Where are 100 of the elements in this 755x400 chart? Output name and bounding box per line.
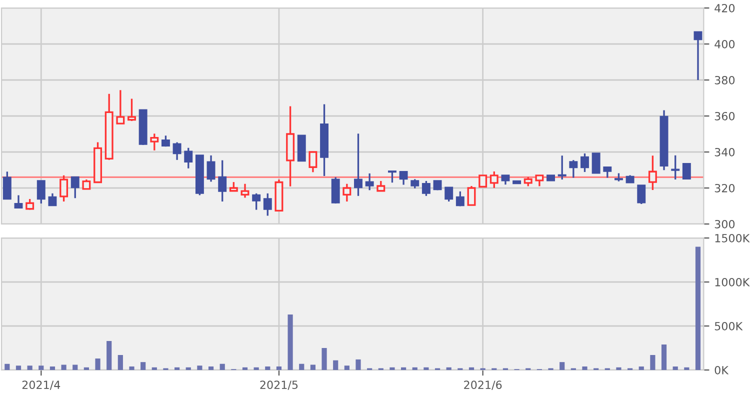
- bar: [446, 367, 452, 370]
- bar: [638, 366, 644, 370]
- bar: [695, 246, 701, 370]
- candlestick: [501, 174, 510, 186]
- candlestick: [116, 89, 125, 124]
- bar: [140, 362, 146, 370]
- candlestick: [682, 163, 691, 180]
- y-tick-label: 320: [714, 184, 735, 192]
- bar: [299, 364, 304, 370]
- x-tick-label: 2021/4: [22, 380, 60, 390]
- candlestick: [637, 184, 646, 205]
- bar: [27, 366, 32, 370]
- bar: [424, 367, 429, 370]
- candlestick: [467, 185, 476, 206]
- bar: [106, 340, 112, 370]
- bar: [197, 366, 202, 370]
- y-tick-label: 420: [714, 4, 735, 12]
- candlestick: [592, 152, 600, 174]
- bar: [38, 366, 44, 370]
- bar: [560, 362, 565, 370]
- y-tick-label: 380: [714, 76, 735, 84]
- bar: [288, 314, 293, 370]
- bar: [356, 359, 361, 370]
- candlestick: [399, 170, 408, 186]
- candlestick: [422, 180, 430, 197]
- bar: [95, 358, 100, 370]
- candlestick: [569, 159, 578, 179]
- bar: [322, 348, 327, 370]
- bar: [684, 367, 690, 370]
- candlestick: [603, 166, 612, 179]
- candlestick: [70, 176, 80, 199]
- y-tick-label: 400: [714, 40, 735, 48]
- y-tick-label: 340: [714, 148, 735, 156]
- candlestick: [128, 98, 136, 122]
- y-tick-label: 360: [714, 112, 735, 120]
- candlestick: [206, 154, 216, 183]
- bar: [412, 367, 418, 370]
- candlestick: [150, 132, 159, 152]
- candlestick: [48, 192, 57, 206]
- candlestick: [694, 31, 702, 81]
- bar: [616, 367, 622, 370]
- bar: [50, 366, 56, 370]
- bar: [390, 367, 395, 370]
- bar: [84, 367, 89, 370]
- candlestick: [60, 174, 68, 202]
- bar: [265, 366, 270, 370]
- bar: [61, 364, 66, 370]
- candlestick: [263, 192, 272, 217]
- bar: [16, 366, 22, 370]
- bar: [152, 367, 157, 370]
- bar: [208, 366, 214, 370]
- y-tick-label: 1000K: [715, 278, 750, 286]
- bar: [650, 355, 656, 370]
- bar: [129, 366, 134, 370]
- candlestick: [252, 192, 261, 211]
- candlestick: [580, 152, 589, 173]
- candlestick: [558, 154, 566, 180]
- candlestick: [490, 170, 498, 189]
- candlestick: [26, 198, 34, 211]
- bar: [333, 360, 338, 370]
- bar: [186, 367, 191, 370]
- bar: [118, 355, 123, 370]
- candlestick: [82, 178, 91, 190]
- candlestick: [2, 170, 12, 200]
- candlestick: [184, 147, 193, 170]
- candlestick: [444, 186, 454, 202]
- candlestick: [376, 180, 386, 192]
- y-tick-label: 1500K: [715, 234, 750, 242]
- bar: [276, 366, 282, 370]
- bar: [220, 364, 225, 370]
- bar: [254, 367, 259, 370]
- bar: [468, 367, 474, 370]
- candlestick: [308, 151, 318, 173]
- candlestick: [671, 154, 680, 180]
- candlestick: [218, 159, 227, 202]
- y-tick-label: 500K: [714, 322, 743, 330]
- candlestick: [388, 170, 396, 184]
- bar: [661, 344, 667, 370]
- candlestick: [410, 178, 420, 190]
- bar: [401, 367, 406, 370]
- y-tick-label: 300: [714, 220, 735, 228]
- candlestick: [478, 174, 488, 188]
- bar: [4, 364, 10, 370]
- candlestick: [535, 174, 544, 188]
- candlestick: [172, 141, 182, 161]
- candlestick: [524, 176, 532, 188]
- bar: [242, 367, 248, 370]
- candlestick: [648, 154, 657, 191]
- bar: [310, 364, 316, 370]
- x-tick-label: 2021/6: [464, 380, 502, 390]
- candlestick: [36, 180, 46, 204]
- candlestick: [240, 183, 250, 199]
- bar: [174, 367, 180, 370]
- candlestick: [331, 176, 340, 204]
- y-tick-label: 0K: [714, 366, 729, 374]
- bar: [344, 366, 350, 370]
- candlestick: [14, 194, 23, 209]
- bar: [582, 366, 588, 370]
- bar: [72, 364, 78, 370]
- x-tick-label: 2021/5: [260, 380, 298, 390]
